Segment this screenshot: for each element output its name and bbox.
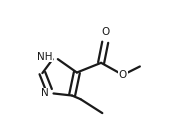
Text: O: O — [119, 70, 127, 80]
Text: NH: NH — [37, 52, 53, 62]
Text: N: N — [41, 88, 49, 98]
Text: O: O — [102, 27, 110, 37]
